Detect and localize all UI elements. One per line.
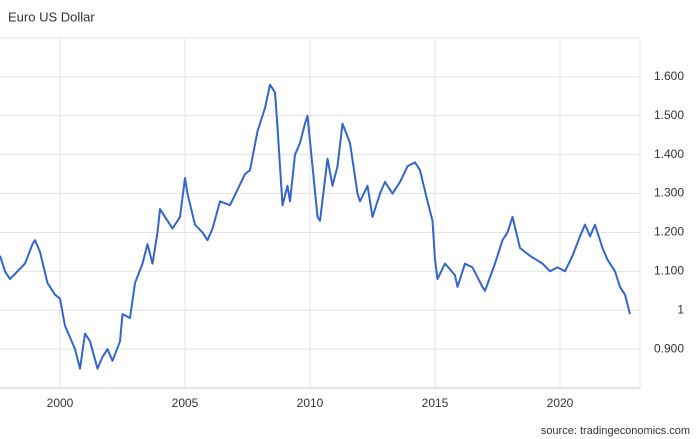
- line: [0, 83, 631, 370]
- y-tick-label: 1.100: [654, 264, 684, 278]
- y-tick-label: 1.300: [654, 186, 684, 200]
- x-tick-label: 2010: [297, 396, 324, 410]
- y-tick-label: 1.200: [654, 225, 684, 239]
- y-tick-label: 1.500: [654, 108, 684, 122]
- x-tick-label: 2015: [422, 396, 449, 410]
- y-tick-label: 1.400: [654, 147, 684, 161]
- x-tick-label: 2020: [547, 396, 574, 410]
- x-tick-label: 2005: [172, 396, 199, 410]
- chart-title: Euro US Dollar: [8, 9, 95, 24]
- y-tick-label: 0.900: [654, 341, 684, 355]
- y-tick-label: 1.600: [654, 69, 684, 83]
- x-tick-label: 2000: [47, 396, 74, 410]
- y-tick-label: 1: [677, 302, 684, 316]
- source: source: tradingeconomics.com: [541, 425, 690, 437]
